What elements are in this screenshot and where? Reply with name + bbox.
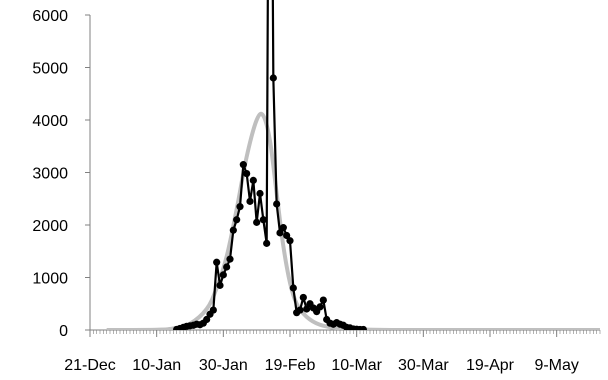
observed-cases-point: [263, 239, 271, 247]
observed-cases-point: [223, 263, 231, 271]
x-tick-label: 19-Feb: [265, 357, 316, 374]
observed-cases-point: [269, 74, 277, 82]
observed-cases-point: [289, 284, 297, 292]
y-tick-label: 3000: [32, 166, 68, 183]
observed-cases-point: [279, 224, 287, 232]
observed-cases-point: [226, 255, 234, 263]
fitted-curve-line: [106, 111, 600, 330]
observed-cases-point: [303, 305, 311, 313]
y-tick-label: 2000: [32, 218, 68, 235]
observed-cases-point: [213, 258, 221, 266]
observed-cases-point: [203, 315, 211, 324]
observed-cases-point: [273, 200, 281, 208]
y-tick-label: 0: [59, 323, 68, 340]
y-tick-label: 5000: [32, 61, 68, 78]
observed-cases-point: [299, 293, 307, 302]
y-tick-label: 6000: [32, 8, 68, 25]
observed-cases-point: [209, 306, 217, 314]
x-tick-label: 21-Dec: [64, 357, 116, 374]
x-tick-label: 10-Jan: [132, 357, 181, 374]
observed-cases-point: [256, 189, 264, 198]
observed-cases-point: [246, 197, 254, 205]
observed-cases-point: [236, 203, 244, 211]
observed-cases-point: [316, 303, 324, 311]
observed-cases-point: [253, 218, 261, 226]
observed-cases-point: [243, 169, 251, 178]
observed-cases-point: [229, 226, 237, 234]
observed-cases-point: [283, 231, 291, 240]
plot-area: [106, 0, 600, 330]
y-tick-label: 1000: [32, 271, 68, 288]
x-tick-label: 19-Apr: [466, 357, 515, 374]
observed-cases-line: [176, 0, 364, 330]
y-tick-label: 4000: [32, 113, 68, 130]
observed-cases-point: [319, 296, 327, 304]
x-tick-label: 30-Mar: [398, 357, 449, 374]
observed-cases-point: [233, 216, 241, 224]
observed-cases-point: [259, 216, 267, 224]
x-tick-label: 9-May: [534, 357, 578, 374]
observed-cases-point: [359, 325, 367, 330]
observed-cases-point: [286, 237, 294, 245]
x-tick-label: 30-Jan: [199, 357, 248, 374]
observed-cases-point: [296, 306, 304, 314]
observed-cases-point: [239, 161, 247, 169]
observed-cases-point: [276, 229, 284, 237]
observed-cases-point: [216, 281, 224, 289]
y-axis: 0 1000 2000 3000 4000 5000 6000: [32, 8, 91, 340]
x-axis: 21-Dec 10-Jan 30-Jan 19-Feb 10-Mar 30-Mar 19-A…: [64, 329, 601, 374]
x-tick-label: 10-Mar: [331, 357, 382, 374]
observed-cases-point: [219, 271, 227, 279]
observed-cases-point: [249, 176, 257, 184]
